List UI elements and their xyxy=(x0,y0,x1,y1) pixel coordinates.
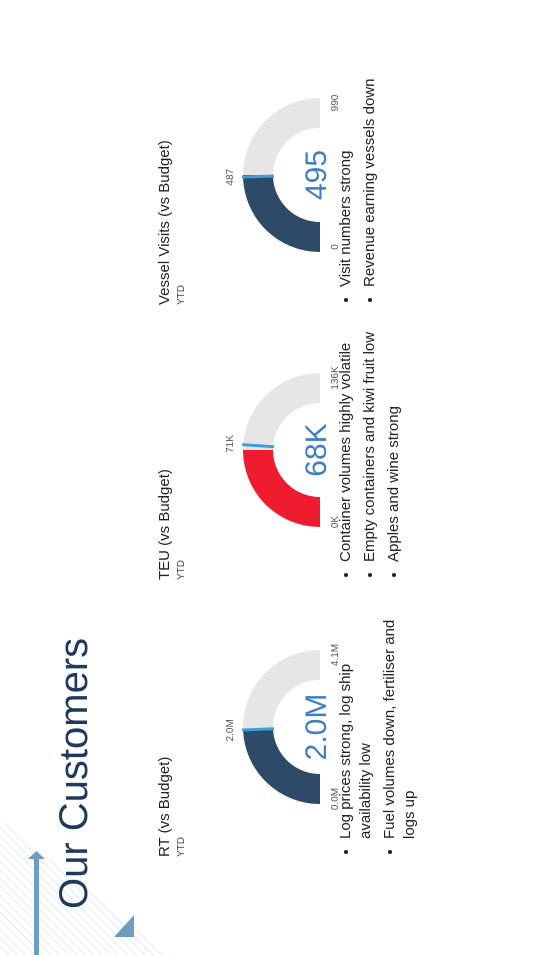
gauge-min-label: 0 xyxy=(330,244,341,250)
panel-title: TEU (vs Budget) xyxy=(156,469,173,580)
teu-gauge: 68K 0K 136K 71K xyxy=(225,366,341,529)
gauge-max-label: 990 xyxy=(330,94,341,111)
gauge-fill xyxy=(243,174,321,252)
vessel-visits-panel: Vessel Visits (vs Budget) YTD 495 0 990 … xyxy=(150,25,510,305)
gauge-fill xyxy=(243,449,321,527)
gauge-target-marker xyxy=(241,174,275,179)
gauge-value: 495 xyxy=(300,150,333,200)
gauge-value: 2.0M xyxy=(300,694,333,761)
gauge-min-label: 0.0M xyxy=(330,788,341,810)
gauge-value: 68K xyxy=(300,423,333,476)
panel-subtitle: YTD xyxy=(176,837,187,857)
panel-title: RT (vs Budget) xyxy=(156,756,173,857)
panel-title: Vessel Visits (vs Budget) xyxy=(156,140,173,305)
panel-subtitle: YTD xyxy=(176,560,187,580)
bullet-item: Empty containers and kiwi fruit low xyxy=(360,317,380,562)
gauge-max-label: 136K xyxy=(330,366,341,390)
gauge-target-label: 2.0M xyxy=(225,719,236,741)
teu-panel: TEU (vs Budget) YTD 68K 0K 136K 71K Cont… xyxy=(150,300,510,580)
panel-subtitle: YTD xyxy=(176,285,187,305)
vessel-visits-gauge: 495 0 990 487 xyxy=(225,94,341,252)
gauge-target-marker xyxy=(241,727,275,732)
hatch-pattern xyxy=(0,820,170,955)
rt-panel: RT (vs Budget) YTD 2.0M 0.0M 4.1M 2.0M L… xyxy=(150,577,510,857)
gauge-target-label: 487 xyxy=(225,168,236,185)
arrow-icon xyxy=(28,851,45,859)
triangle-icon xyxy=(114,915,134,937)
gauge-max-label: 4.1M xyxy=(330,644,341,666)
bullet-item: Revenue earning vessels down xyxy=(360,42,380,287)
bullet-item: Container volumes highly volatile xyxy=(336,317,356,562)
bullet-list: Log prices strong, log ship availability… xyxy=(336,594,424,857)
decorative-corner xyxy=(0,820,170,955)
bullet-item: Apples and wine strong xyxy=(384,317,404,562)
bullet-item: Visit numbers strong xyxy=(336,42,356,287)
gauge-target-marker xyxy=(242,443,275,449)
accent-bar xyxy=(34,857,39,955)
bullet-list: Container volumes highly volatile Empty … xyxy=(336,317,408,580)
bullet-list: Visit numbers strong Revenue earning ves… xyxy=(336,42,384,305)
rt-gauge: 2.0M 0.0M 4.1M 2.0M xyxy=(225,644,341,810)
gauge-target-label: 71K xyxy=(225,435,236,453)
page-title: Our Customers xyxy=(52,637,96,909)
bullet-item: Fuel volumes down, fertiliser and logs u… xyxy=(380,594,420,839)
gauge-min-label: 0K xyxy=(330,516,341,529)
bullet-item: Log prices strong, log ship availability… xyxy=(336,594,376,839)
gauge-fill xyxy=(243,728,321,804)
